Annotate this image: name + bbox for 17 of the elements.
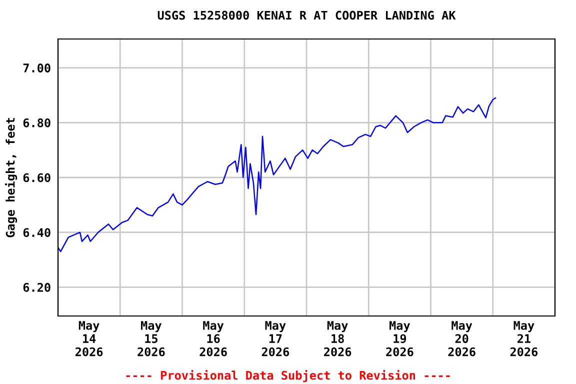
x-tick-label: May 17 2026 bbox=[262, 321, 290, 356]
x-tick-label: May 16 2026 bbox=[200, 321, 227, 356]
x-tick-label: May 19 2026 bbox=[386, 321, 414, 356]
x-tick-label: May 14 2026 bbox=[76, 321, 103, 356]
y-tick-label: 7.00 bbox=[23, 64, 50, 72]
chart-title: USGS 15258000 KENAI R AT COOPER LANDING AK bbox=[158, 10, 456, 20]
x-tick-label: May 18 2026 bbox=[324, 321, 352, 356]
line-series bbox=[58, 97, 496, 252]
y-tick-label: 6.20 bbox=[23, 282, 50, 292]
y-tick-label: 6.60 bbox=[23, 173, 50, 182]
x-tick-label: May 20 2026 bbox=[448, 321, 476, 356]
text: ---- Provisional Data Subject to Revision ---- bbox=[126, 370, 450, 382]
y-tick-label: 6.80 bbox=[23, 118, 50, 128]
y-axis-title: Gage height, feet bbox=[5, 118, 18, 238]
y-tick-label: 6.40 bbox=[23, 228, 50, 238]
x-tick-label: May 21 2026 bbox=[510, 321, 538, 356]
x-tick-label: May 15 2026 bbox=[138, 321, 165, 356]
